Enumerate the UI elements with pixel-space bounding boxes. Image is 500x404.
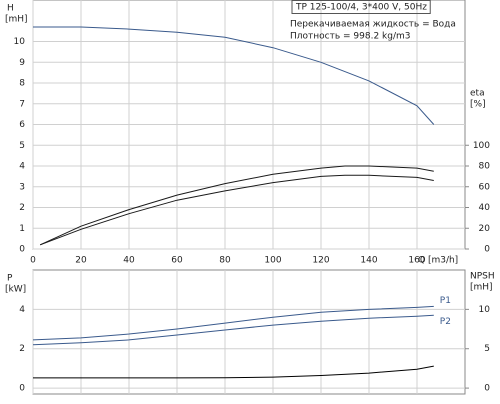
annotation: Плотность = 998.2 kg/m3 xyxy=(290,32,411,42)
annotation: TP 125-100/4, 3*400 V, 50Hz xyxy=(295,3,427,13)
y-axis-unit: [kW] xyxy=(5,285,26,295)
x-tick-label: 100 xyxy=(264,256,281,266)
series-line xyxy=(32,314,434,346)
x-axis-label: Q [m3/h] xyxy=(418,256,458,266)
y-tick-label: 10 xyxy=(14,37,26,47)
x-tick-label: 60 xyxy=(171,256,183,266)
y-tick-label: 6 xyxy=(19,120,25,130)
y-tick-label: 4 xyxy=(19,305,25,315)
y2-tick-label: 20 xyxy=(479,224,491,234)
y-tick-label: 5 xyxy=(19,141,25,151)
x-tick-label: 120 xyxy=(312,256,329,266)
x-tick-label: 160 xyxy=(408,256,425,266)
x-tick-label: 140 xyxy=(360,256,377,266)
y2-tick-label: 0 xyxy=(484,384,490,394)
series-label: P1 xyxy=(440,296,451,306)
annotation-box xyxy=(291,0,431,14)
series-label: P2 xyxy=(440,317,451,327)
y-tick-label: 1 xyxy=(19,224,25,234)
y2-tick-label: 80 xyxy=(479,162,491,172)
y2-tick-label: 0 xyxy=(484,245,490,255)
y-tick-label: 4 xyxy=(19,162,25,172)
y2-axis-unit: [%] xyxy=(470,100,486,110)
y2-tick-label: 40 xyxy=(479,203,491,213)
annotation: Перекачиваемая жидкость = Вода xyxy=(290,20,456,30)
y2-tick-label: 10 xyxy=(479,305,491,315)
x-tick-label: 20 xyxy=(75,256,87,266)
x-tick-label: 0 xyxy=(30,256,36,266)
y2-tick-label: 60 xyxy=(479,182,491,192)
y2-tick-label: 5 xyxy=(484,344,490,354)
y-axis-unit: [mH] xyxy=(5,15,28,25)
y-tick-label: 9 xyxy=(19,58,25,68)
y-tick-label: 8 xyxy=(19,79,25,89)
x-tick-label: 40 xyxy=(123,256,135,266)
y-tick-label: 7 xyxy=(19,99,25,109)
plot-area xyxy=(32,269,466,395)
series-line xyxy=(40,174,434,246)
y-axis-label: H xyxy=(7,4,14,14)
y-tick-label: 0 xyxy=(19,384,25,394)
y2-tick-label: 100 xyxy=(473,141,490,151)
y-tick-label: 3 xyxy=(19,182,25,192)
y-tick-label: 2 xyxy=(19,344,25,354)
series-line xyxy=(39,165,434,246)
y2-axis-unit: [mH] xyxy=(470,283,493,293)
series-line xyxy=(33,26,435,125)
y-tick-label: 0 xyxy=(19,245,25,255)
series-line xyxy=(32,305,434,341)
y-tick-label: 2 xyxy=(19,203,25,213)
y2-axis-label: eta xyxy=(470,89,485,99)
x-tick-label: 80 xyxy=(219,256,231,266)
y2-axis-label: NPSH xyxy=(470,272,495,282)
series-line xyxy=(33,365,434,379)
y-axis-label: P xyxy=(7,274,13,284)
